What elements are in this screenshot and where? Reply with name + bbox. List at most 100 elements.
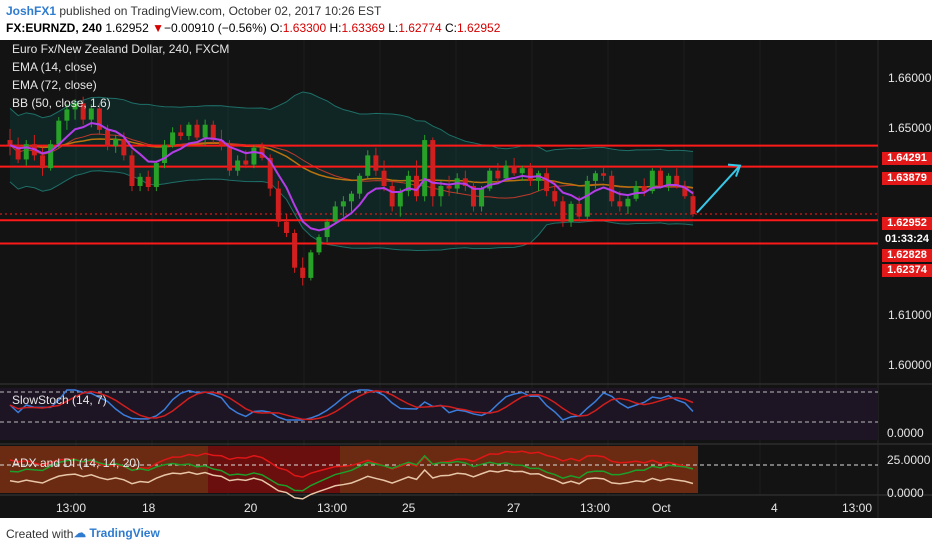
legend-bb[interactable]: BB (50, close, 1.6)	[12, 96, 111, 110]
candle-body	[560, 201, 566, 222]
candle-body	[145, 176, 151, 188]
author-link[interactable]: JoshFX1	[6, 4, 57, 18]
candle-body	[267, 157, 273, 189]
price-change: −0.00910 (−0.56%)	[164, 21, 267, 35]
bollinger-upper	[9, 91, 694, 152]
candle-body	[186, 124, 192, 136]
close-value: 1.62952	[456, 21, 501, 35]
candle-body	[544, 173, 550, 192]
candle-body	[511, 165, 517, 174]
adx-tick: 0.0000	[887, 486, 924, 500]
candle-body	[617, 201, 623, 207]
published-text: published on TradingView.com, October 02…	[59, 4, 382, 18]
candle-body	[96, 108, 102, 130]
candle-body	[332, 206, 338, 222]
stoch-band-fill	[0, 388, 878, 440]
high-label: H:	[329, 21, 342, 35]
adx-zone	[208, 446, 340, 493]
time-tick: 13:00	[317, 501, 348, 515]
open-label: O:	[270, 21, 283, 35]
candle-body	[88, 108, 94, 120]
created-with-text: Created with	[6, 527, 74, 541]
time-tick: 13:00	[580, 501, 611, 515]
candle-body	[430, 140, 436, 197]
candle-body	[552, 191, 558, 202]
legend-ema14[interactable]: EMA (14, close)	[12, 60, 97, 74]
candle-body	[470, 186, 476, 207]
candle-body	[40, 155, 46, 169]
candle-body	[666, 175, 672, 187]
level-price-tag: 1.62374	[882, 264, 932, 277]
candle-body	[7, 140, 13, 146]
stoch-d-line	[9, 390, 694, 421]
candle-body	[210, 124, 216, 141]
candle-body	[690, 196, 696, 215]
candle-body	[129, 155, 135, 187]
candle-body	[609, 175, 615, 202]
candle-body	[495, 170, 501, 179]
di-plus-line	[9, 454, 694, 492]
time-tick: 13:00	[842, 501, 873, 515]
ema14-line	[9, 121, 694, 232]
time-tick: 13:00	[56, 501, 87, 515]
change-down-icon: ▼	[152, 21, 164, 35]
candle-body	[519, 168, 525, 174]
candle-body	[397, 191, 403, 207]
chart-header: JoshFX1 published on TradingView.com, Oc…	[0, 0, 932, 40]
candle-body	[373, 155, 379, 171]
candle-body	[649, 170, 655, 192]
time-tick: 20	[244, 501, 258, 515]
candle-body	[365, 155, 371, 176]
candle-body	[80, 103, 86, 120]
candle-body	[674, 175, 680, 187]
adx-tick: 25.0000	[887, 453, 931, 467]
price-chart-svg[interactable]	[0, 40, 932, 518]
candle-body	[153, 163, 159, 188]
price-tick: 1.65000	[888, 121, 932, 135]
candle-body	[72, 103, 78, 110]
candle-body	[446, 186, 452, 189]
legend-adx[interactable]: ADX and DI (14, 14, 20)	[12, 456, 141, 470]
candle-body	[576, 203, 582, 217]
chart-area[interactable]: Euro Fx/New Zealand Dollar, 240, FXCM EM…	[0, 40, 932, 518]
candle-body	[15, 145, 21, 160]
time-tick: 25	[402, 501, 416, 515]
brand-name[interactable]: TradingView	[89, 526, 160, 540]
level-price-tag: 1.63879	[882, 172, 932, 185]
candle-body	[308, 252, 314, 278]
candle-body	[292, 232, 298, 268]
price-tick: 1.61000	[888, 308, 932, 322]
candle-body	[243, 160, 249, 165]
candle-body	[113, 139, 119, 147]
candle-body	[438, 186, 444, 197]
symbol-label[interactable]: FX:EURNZD, 240	[6, 21, 103, 35]
legend-stoch[interactable]: SlowStoch (14, 7)	[12, 393, 107, 407]
candle-body	[283, 221, 289, 233]
candle-body	[625, 198, 631, 207]
candle-body	[218, 140, 224, 146]
level-price-tag: 1.62828	[882, 249, 932, 262]
candle-body	[568, 203, 574, 222]
tradingview-logo[interactable]: ☁ TradingView	[74, 526, 160, 540]
adx-line	[9, 468, 694, 500]
candle-body	[316, 237, 322, 253]
legend-ema72[interactable]: EMA (72, close)	[12, 78, 97, 92]
time-tick: 4	[771, 501, 778, 515]
candle-body	[105, 129, 111, 147]
candle-body	[48, 144, 54, 169]
candle-body	[487, 170, 493, 189]
candle-body	[462, 178, 468, 187]
bar-countdown-tag: 01:33:24	[882, 233, 932, 246]
candle-body	[137, 176, 143, 187]
candle-body	[194, 124, 200, 138]
forecast-arrow-icon	[696, 164, 741, 214]
candle-body	[56, 120, 62, 145]
bollinger-lower	[9, 170, 694, 251]
candle-body	[202, 124, 208, 138]
candle-body	[584, 180, 590, 217]
last-price-tag: 1.62952	[882, 217, 932, 230]
legend-title: Euro Fx/New Zealand Dollar, 240, FXCM	[12, 42, 230, 56]
candle-body	[389, 186, 395, 207]
publish-info: JoshFX1 published on TradingView.com, Oc…	[6, 4, 381, 18]
candle-body	[178, 132, 184, 136]
